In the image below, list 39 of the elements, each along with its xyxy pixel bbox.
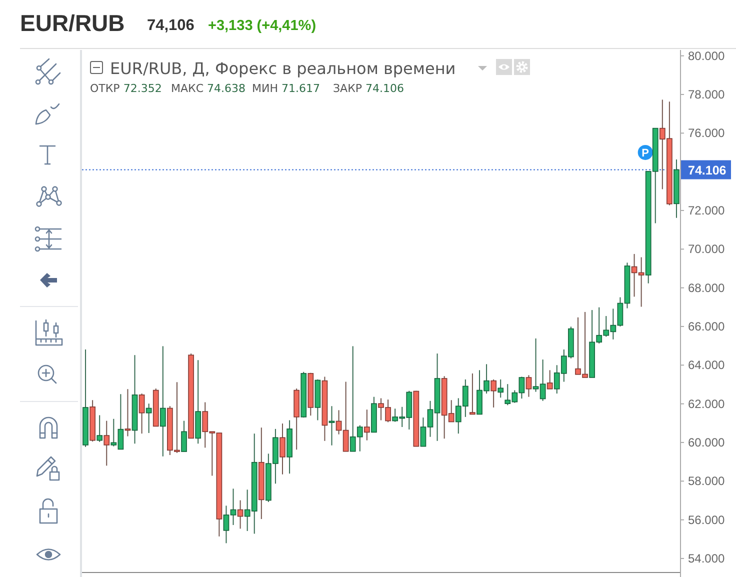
candlestick: [498, 378, 504, 398]
candlestick: [96, 414, 103, 442]
y-tick-label: 54.000: [688, 551, 726, 566]
candlestick: [526, 374, 532, 398]
candlestick: [181, 420, 187, 452]
candlestick: [546, 370, 553, 390]
annotation: ОТКР 72.352: [90, 82, 162, 95]
y-tick-label: 76.000: [688, 126, 726, 140]
text: +3,133 (+4,41%): [208, 18, 316, 34]
annotation: ЗАКР 74.106: [333, 82, 404, 95]
candlestick: [138, 393, 145, 434]
text: 74,106: [147, 17, 195, 34]
annotation: МИН 71.617: [252, 82, 320, 95]
y-tick-label: 64.000: [688, 358, 726, 372]
candlestick: [146, 403, 152, 434]
candlestick: [490, 378, 496, 408]
annotation: МАКС 74.638: [171, 82, 246, 95]
y-tick-label: 70.000: [688, 242, 726, 256]
candlestick: [104, 420, 110, 466]
candlestick: [470, 372, 476, 415]
y-tick-label: 68.000: [688, 280, 726, 295]
ref-line-label: 74.106: [688, 163, 726, 178]
y-tick-label: 72.000: [688, 203, 726, 218]
y-tick-label: 78.000: [688, 87, 726, 102]
candlestick: [160, 346, 166, 457]
candlestick: [124, 388, 131, 437]
y-tick-label: 80.000: [688, 48, 726, 63]
y-tick-label: 66.000: [688, 319, 726, 334]
candlestick: [364, 409, 370, 441]
candlestick: [237, 500, 244, 530]
y-tick-label: 60.000: [688, 435, 726, 450]
y-tick-label: 56.000: [688, 512, 726, 527]
candlestick: [328, 406, 335, 446]
text: EUR/RUB, Д, Форекс в реальном времени: [110, 59, 456, 78]
chart-title: EUR/RUB: [20, 10, 125, 36]
y-tick-label: 62.000: [688, 396, 726, 411]
annotation: P: [642, 147, 650, 160]
y-tick-label: 58.000: [688, 474, 726, 488]
candlestick: [280, 423, 286, 475]
